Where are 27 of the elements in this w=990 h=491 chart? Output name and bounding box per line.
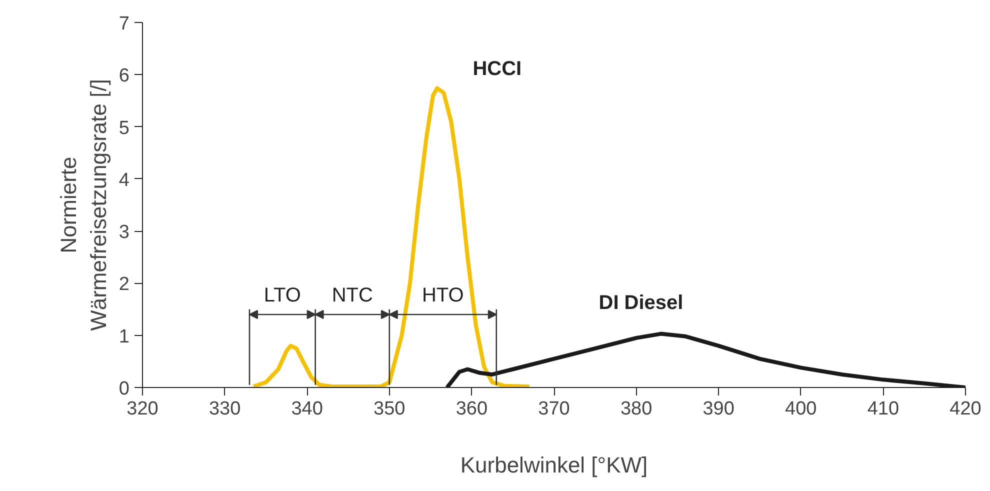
y-tick-label: 0 <box>118 378 130 400</box>
line-series <box>252 86 532 388</box>
x-tick-label: 360 <box>456 398 488 420</box>
y-tick-label: 3 <box>118 222 130 244</box>
x-axis-title: Kurbelwinkel [°KW] <box>460 452 648 478</box>
series-label: HCCI <box>472 58 522 80</box>
annotation: NTC <box>332 284 373 306</box>
y-tick-label: 7 <box>118 14 130 34</box>
y-tick-label: 4 <box>118 170 130 191</box>
annotation: LTO <box>264 284 301 306</box>
x-tick-label: 370 <box>538 398 570 420</box>
x-tick-label: 410 <box>867 398 900 420</box>
x-tick-label: 380 <box>620 398 652 420</box>
annotation: HTO <box>422 284 464 306</box>
x-tick-label: 350 <box>374 398 406 420</box>
x-tick-label: 330 <box>208 398 241 420</box>
x-tick-label: 420 <box>950 398 982 420</box>
x-tick-label: 340 <box>291 398 323 420</box>
y-tick-label: 5 <box>118 118 130 139</box>
y-axis-title: Normierte Wärmefreisetzungsrate [/] <box>56 79 111 331</box>
series-label: DI Diesel <box>598 292 684 314</box>
x-tick-label: 390 <box>702 398 734 420</box>
y-tick-label: 6 <box>118 66 130 87</box>
y-tick-label: 1 <box>118 326 130 348</box>
x-tick-label: 400 <box>785 398 817 420</box>
y-tick-label: 2 <box>118 274 130 296</box>
x-tick-label: 320 <box>126 398 158 420</box>
